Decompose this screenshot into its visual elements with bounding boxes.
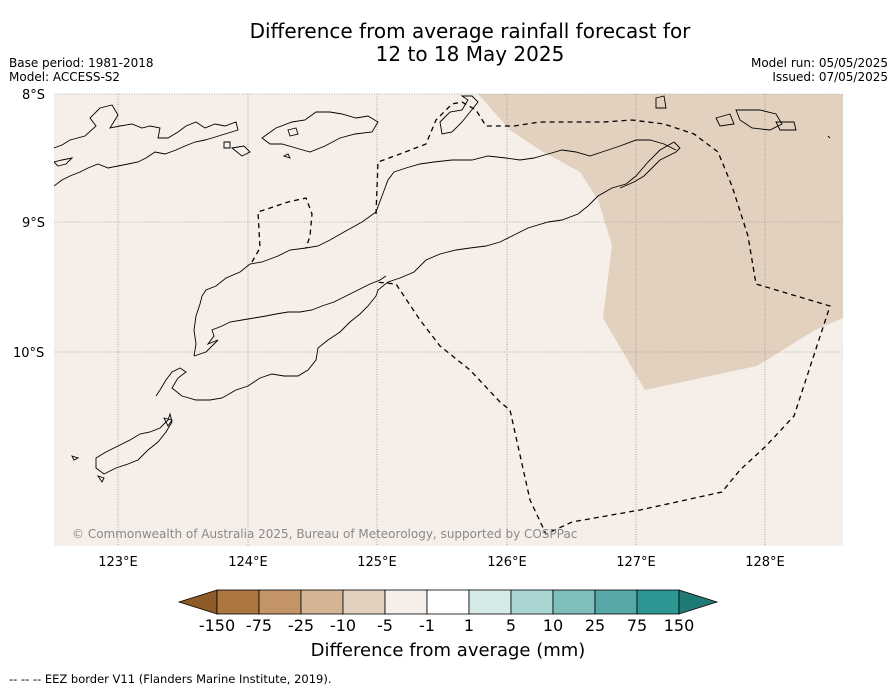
- eez-borders: [251, 101, 831, 535]
- island-wetar: [439, 95, 479, 135]
- lon-label-123e: 123°E: [98, 555, 138, 570]
- cb-label-neg75: -75: [246, 616, 272, 635]
- cb-label-5: 5: [506, 616, 516, 635]
- island-east-1: [655, 95, 667, 109]
- timor-inner: [193, 139, 677, 357]
- island-east-5: [827, 135, 831, 139]
- island-small-2: [230, 145, 251, 157]
- island-flores-coast: [54, 104, 239, 187]
- eez-border-oecusse: [251, 197, 313, 263]
- dry-anomaly-region: [478, 94, 843, 390]
- lat-label-10s: 10°S: [13, 346, 44, 361]
- title-line-1: Difference from average rainfall forecas…: [249, 19, 691, 43]
- island-east-2: [715, 113, 735, 127]
- meta-left: Base period: 1981-2018 Model: ACCESS-S2: [9, 56, 154, 84]
- colorbar: [177, 589, 719, 615]
- cb-label-1: 1: [464, 616, 474, 635]
- model-name: Model: ACCESS-S2: [9, 70, 121, 84]
- cb-label-neg25: -25: [288, 616, 314, 635]
- meta-right: Model run: 05/05/2025 Issued: 07/05/2025: [751, 56, 888, 84]
- island-east-3: [735, 109, 783, 131]
- model-run: Model run: 05/05/2025: [750, 56, 888, 70]
- colorbar-title: Difference from average (mm): [310, 640, 586, 661]
- colorbar-cell-1: [216, 589, 260, 615]
- map-credit: © Commonwealth of Australia 2025, Bureau…: [72, 527, 577, 541]
- colorbar-cell-4: [342, 589, 386, 615]
- lon-label-128e: 128°E: [745, 555, 785, 570]
- cb-label-25: 25: [585, 616, 605, 635]
- island-small-1: [223, 141, 231, 149]
- island-sawu: [71, 455, 80, 461]
- island-rote: [95, 412, 173, 475]
- colorbar-cell-10: [594, 589, 638, 615]
- colorbar-cell-7: [468, 589, 512, 615]
- gridlines: [54, 93, 843, 546]
- cb-label-150: 150: [664, 616, 695, 635]
- colorbar-cell-6: [426, 589, 470, 615]
- base-period: Base period: 1981-2018: [9, 56, 154, 70]
- colorbar-extend-high: [678, 589, 719, 615]
- island-east-4: [775, 121, 797, 131]
- island-sawu-2: [96, 475, 105, 483]
- island-small-west: [54, 157, 74, 167]
- coastlines: [54, 95, 831, 483]
- colorbar-cell-2: [258, 589, 302, 615]
- island-small-4: [287, 127, 299, 137]
- lon-label-125e: 125°E: [357, 555, 397, 570]
- chart-title: Difference from average rainfall forecas…: [0, 20, 896, 66]
- lat-label-8s: 8°S: [22, 88, 45, 103]
- colorbar-cell-5: [384, 589, 428, 615]
- cb-label-neg1: -1: [419, 616, 435, 635]
- timor-south-2: [155, 295, 377, 401]
- lat-labels: 8°S 9°S 10°S: [13, 88, 45, 361]
- cb-label-10: 10: [543, 616, 563, 635]
- colorbar-extend-low: [177, 589, 218, 615]
- lon-label-124e: 124°E: [228, 555, 268, 570]
- timor-south-coast: [193, 275, 387, 357]
- colorbar-cell-11: [636, 589, 680, 615]
- lat-label-9s: 9°S: [22, 216, 45, 231]
- cb-label-neg5: -5: [377, 616, 393, 635]
- eez-footer-note: -- -- -- EEZ border V11 (Flanders Marine…: [9, 672, 332, 686]
- issued-date: Issued: 07/05/2025: [772, 70, 888, 84]
- colorbar-labels: -150 -75 -25 -10 -5 -1 1 5 10 25 75 150: [199, 616, 694, 635]
- lon-label-126e: 126°E: [487, 555, 527, 570]
- cb-label-75: 75: [627, 616, 647, 635]
- cb-label-neg10: -10: [330, 616, 356, 635]
- island-semau: [163, 417, 173, 427]
- cb-label-neg150: -150: [199, 616, 235, 635]
- lon-label-127e: 127°E: [616, 555, 656, 570]
- lon-labels: 123°E 124°E 125°E 126°E 127°E 128°E: [98, 555, 785, 570]
- title-line-2: 12 to 18 May 2025: [375, 42, 565, 66]
- colorbar-cell-8: [510, 589, 554, 615]
- colorbar-cell-9: [552, 589, 596, 615]
- timor-north-coast: [375, 141, 675, 297]
- island-alor: [261, 111, 379, 153]
- island-small-3: [282, 153, 291, 159]
- timor-east-tip: [619, 141, 681, 189]
- colorbar-cell-3: [300, 589, 344, 615]
